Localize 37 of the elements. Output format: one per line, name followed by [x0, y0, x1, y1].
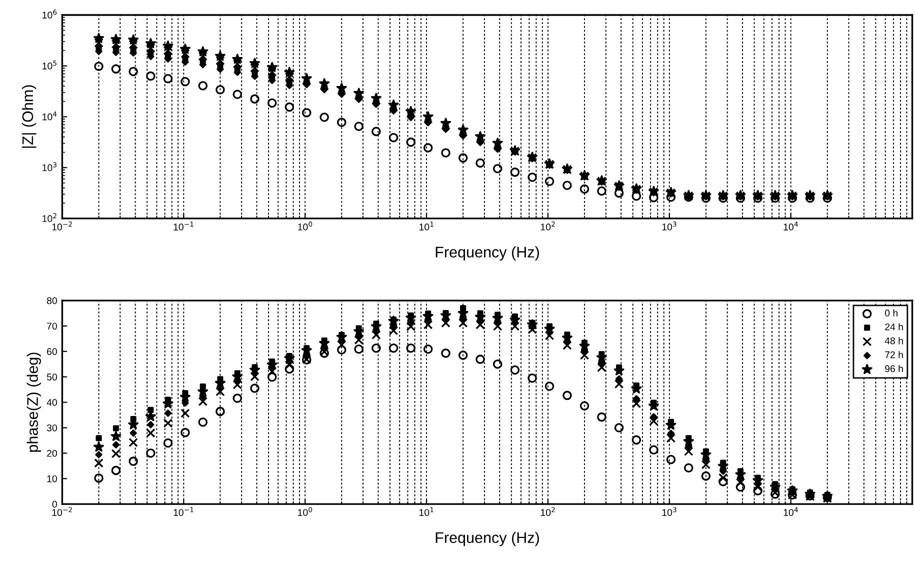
y-tick-label: 10$^{5}$: [42, 60, 56, 70]
x-tick-label: 10$^{4}$: [784, 222, 798, 230]
y-tick-label: 10$^{2}$: [42, 213, 56, 222]
y-tick-label: 10$^{4}$: [42, 112, 57, 120]
x-tick-label: 10$^{2}$: [540, 507, 555, 516]
y-tick-label: 20: [47, 450, 57, 457]
legend-label: 0 h: [884, 309, 898, 316]
y-tick-label: 10$^{3}$: [42, 162, 56, 172]
y-tick-label: 30: [46, 424, 57, 432]
x-tick-label: 10$^{3}$: [662, 222, 676, 230]
y-tick-label: 40: [46, 399, 57, 406]
x-tick-label: 10$^{−1}$: [174, 222, 194, 230]
x-tick-label: 10$^{0}$: [298, 507, 312, 516]
legend-label: 96 h: [885, 364, 903, 372]
y-axis-title: |Z| (Ohm): [22, 85, 36, 148]
x-tick-label: 10$^{−2}$: [52, 222, 72, 230]
x-tick-label: 10$^{−1}$: [174, 507, 194, 516]
x-tick-label: 10$^{1}$: [419, 507, 434, 516]
x-tick-label: 10$^{3}$: [662, 507, 676, 516]
y-tick-label: 50: [46, 374, 57, 380]
x-axis-title: Frequency (Hz): [436, 246, 539, 261]
legend-label: 24 h: [885, 323, 903, 330]
y-tick-label: 80: [46, 297, 57, 304]
x-tick-label: 10$^{−2}$: [52, 507, 72, 516]
x-axis-title: Frequency (Hz): [436, 532, 539, 546]
y-tick-label: 70: [47, 322, 57, 330]
y-tick-label: 0: [52, 500, 57, 508]
legend-label: 48 h: [884, 337, 903, 344]
x-tick-label: 10$^{1}$: [419, 222, 434, 230]
y-tick-label: 10$^{6}$: [42, 10, 57, 19]
y-tick-label: 60: [47, 348, 57, 356]
x-tick-label: 10$^{0}$: [298, 222, 312, 230]
x-tick-label: 10$^{4}$: [784, 507, 798, 516]
legend-label: 72 h: [885, 351, 903, 358]
y-axis-title: phase(Z) (deg): [26, 352, 41, 452]
x-tick-label: 10$^{2}$: [540, 222, 555, 230]
y-tick-label: 10: [47, 475, 57, 482]
